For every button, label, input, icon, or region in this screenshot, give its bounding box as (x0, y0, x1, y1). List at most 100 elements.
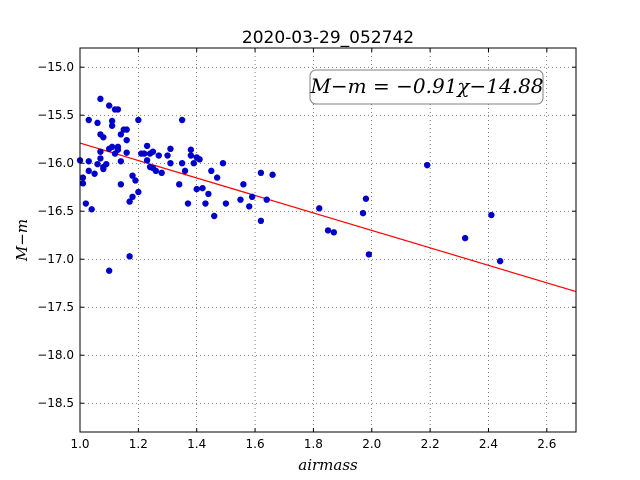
data-point (143, 142, 151, 150)
fit-equation-frame (309, 69, 544, 105)
data-point (108, 117, 116, 125)
data-point (257, 217, 265, 224)
data-point (362, 195, 370, 202)
fit-equation-box: M−m = −0.91χ−14.88 (309, 69, 544, 105)
data-point (202, 200, 209, 207)
chart-title: 2020-03-29_052742 (242, 28, 414, 48)
data-point (129, 172, 136, 179)
fit-line (79, 142, 577, 293)
data-point (155, 152, 162, 159)
data-point (79, 180, 87, 187)
data-point (193, 185, 200, 193)
data-point (187, 146, 195, 153)
data-point (100, 165, 107, 173)
data-point (94, 160, 101, 168)
data-point (100, 134, 107, 141)
data-point (108, 143, 116, 151)
plot-frame (79, 47, 577, 433)
y-tick-label: −15.0 (37, 60, 74, 74)
data-point (237, 196, 244, 203)
data-point (488, 211, 495, 219)
x-tick-label: 1.0 (70, 437, 89, 451)
data-point (167, 145, 174, 152)
data-point (190, 160, 197, 167)
data-point (143, 157, 151, 164)
data-point (91, 170, 98, 177)
data-point (105, 267, 113, 274)
axis-ticks: 1.0 1.2 1.4 1.6 1.8 2.0 2.2 2.4 2.6 −15.0 −15.5 −16… (37, 48, 576, 451)
data-point (94, 119, 101, 127)
data-point (108, 122, 116, 129)
data-point (316, 205, 323, 212)
x-tick-label: 2.4 (479, 437, 498, 451)
data-point (97, 148, 104, 155)
data-point (324, 227, 332, 234)
data-point (126, 253, 133, 260)
data-point (132, 177, 139, 184)
data-point (187, 152, 195, 159)
data-point (85, 167, 92, 175)
x-tick-label: 1.2 (129, 437, 148, 451)
data-point (208, 167, 215, 175)
data-point (248, 193, 256, 200)
y-tick-label: −15.5 (37, 108, 74, 122)
fit-equation-text: M−m = −0.91χ−14.88 (309, 74, 543, 98)
y-tick-label: −18.5 (37, 396, 74, 410)
data-point (82, 200, 90, 207)
data-point (85, 158, 92, 165)
data-point (359, 209, 367, 217)
y-tick-label: −17.0 (37, 252, 74, 266)
data-point (240, 181, 247, 188)
data-point (117, 158, 125, 165)
data-point (181, 167, 189, 175)
data-point (424, 161, 431, 169)
data-point (97, 155, 104, 162)
data-point (269, 171, 276, 178)
y-tick-label: −16.0 (37, 156, 74, 170)
data-point (257, 169, 265, 176)
data-point (496, 257, 504, 265)
data-point (123, 136, 130, 144)
data-point (213, 174, 221, 181)
data-point (184, 200, 192, 207)
data-point (103, 160, 110, 168)
y-axis-label: M−m (13, 219, 31, 262)
data-point (219, 160, 227, 167)
data-point (246, 203, 253, 210)
data-point (117, 131, 125, 138)
data-point (126, 198, 133, 205)
data-point (97, 95, 104, 103)
data-point (178, 160, 186, 167)
data-point (211, 212, 218, 220)
x-tick-label: 2.0 (362, 437, 381, 451)
x-tick-label: 2.2 (421, 437, 440, 451)
data-point (152, 167, 160, 175)
y-tick-label: −17.5 (37, 300, 74, 314)
x-tick-label: 1.8 (304, 437, 323, 451)
data-point (330, 229, 338, 236)
data-point (461, 234, 469, 242)
data-point (178, 116, 186, 124)
grid (79, 48, 576, 432)
data-point (79, 174, 87, 181)
x-tick-label: 1.4 (187, 437, 206, 451)
data-point (164, 152, 171, 159)
data-point (199, 184, 206, 192)
x-axis-label: airmass (298, 456, 358, 474)
data-point (123, 149, 130, 156)
data-point (149, 148, 157, 155)
y-tick-label: −16.5 (37, 204, 74, 218)
y-tick-label: −18.0 (37, 348, 74, 362)
data-point (105, 102, 113, 109)
data-point (117, 181, 125, 188)
data-point (222, 200, 230, 207)
data-point (129, 193, 136, 200)
data-point (263, 196, 270, 203)
data-point (140, 150, 148, 157)
data-point (85, 116, 92, 124)
x-tick-label: 2.6 (537, 437, 556, 451)
data-point (88, 206, 95, 213)
data-point (114, 106, 122, 113)
data-point (167, 160, 174, 167)
